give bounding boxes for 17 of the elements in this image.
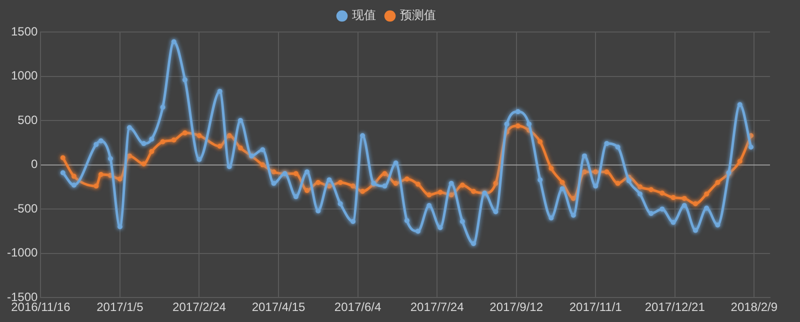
x-tick-label: 2017/11/1 xyxy=(569,300,622,314)
y-tick-label: 1500 xyxy=(10,24,38,38)
x-tick-label: 2017/6/4 xyxy=(334,300,382,314)
y-tick-label: -1000 xyxy=(6,246,38,260)
x-tick-label: 2017/7/24 xyxy=(410,300,464,314)
x-tick-label: 2017/12/21 xyxy=(644,300,706,314)
legend-label: 预测值 xyxy=(400,8,436,22)
x-tick-label: 2017/9/12 xyxy=(490,300,544,314)
x-tick-label: 2017/1/5 xyxy=(96,300,144,314)
x-tick-label: 2017/2/24 xyxy=(172,300,226,314)
legend-label: 现值 xyxy=(352,8,376,22)
y-tick-label: 1000 xyxy=(10,68,38,83)
y-tick-label: -500 xyxy=(14,201,38,216)
y-tick-label: 500 xyxy=(18,112,38,127)
x-tick-label: 2018/2/9 xyxy=(730,300,778,314)
y-tick-label: 0 xyxy=(31,157,38,172)
x-tick-label: 2017/4/15 xyxy=(252,300,306,314)
